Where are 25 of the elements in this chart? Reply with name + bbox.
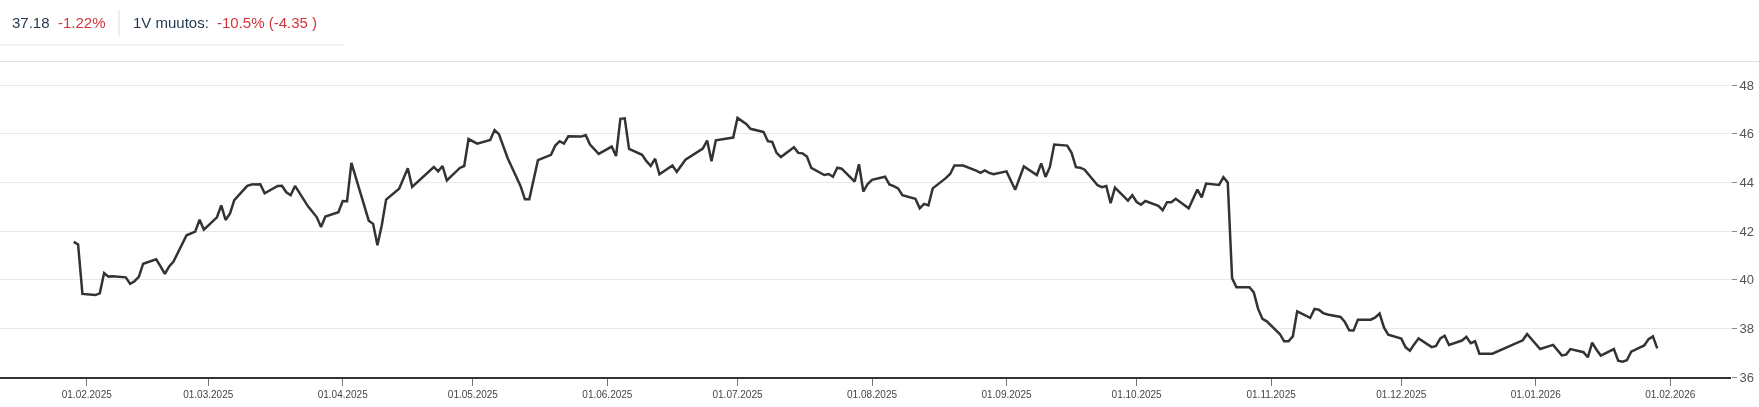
x-tick-label: 01.02.2025 [61,388,113,400]
y-tick-label: 40 [1739,272,1755,288]
y-tick-label: 44 [1739,175,1755,191]
text: 37.18 [12,14,50,31]
x-tick-label: 01.04.2025 [317,388,369,400]
text: -10.5% (-4.35 ) [217,14,318,31]
x-tick-label: 01.09.2025 [981,388,1032,400]
x-tick-label: 01.10.2025 [1111,388,1163,400]
x-tick-label: 01.06.2025 [582,388,633,400]
text: 1V muutos: [133,14,209,31]
x-tick-label: 01.02.2026 [1645,388,1696,400]
line-series [72,116,1659,363]
x-tick-label: 01.01.2026 [1510,388,1562,400]
y-tick-label: 38 [1739,320,1755,336]
x-tick-label: 01.03.2025 [183,388,234,400]
x-tick-label: 01.07.2025 [712,388,763,400]
x-tick-label: 01.08.2025 [846,388,898,400]
text: -1.22% [58,14,106,31]
y-tick-label: 42 [1739,223,1755,239]
y-tick-label: 36 [1739,369,1755,385]
x-tick-label: 01.11.2025 [1246,388,1297,400]
x-tick-label: 01.05.2025 [447,388,499,400]
y-tick-label: 48 [1739,77,1755,93]
y-tick-label: 46 [1739,126,1755,142]
x-tick-label: 01.12.2025 [1376,388,1427,400]
